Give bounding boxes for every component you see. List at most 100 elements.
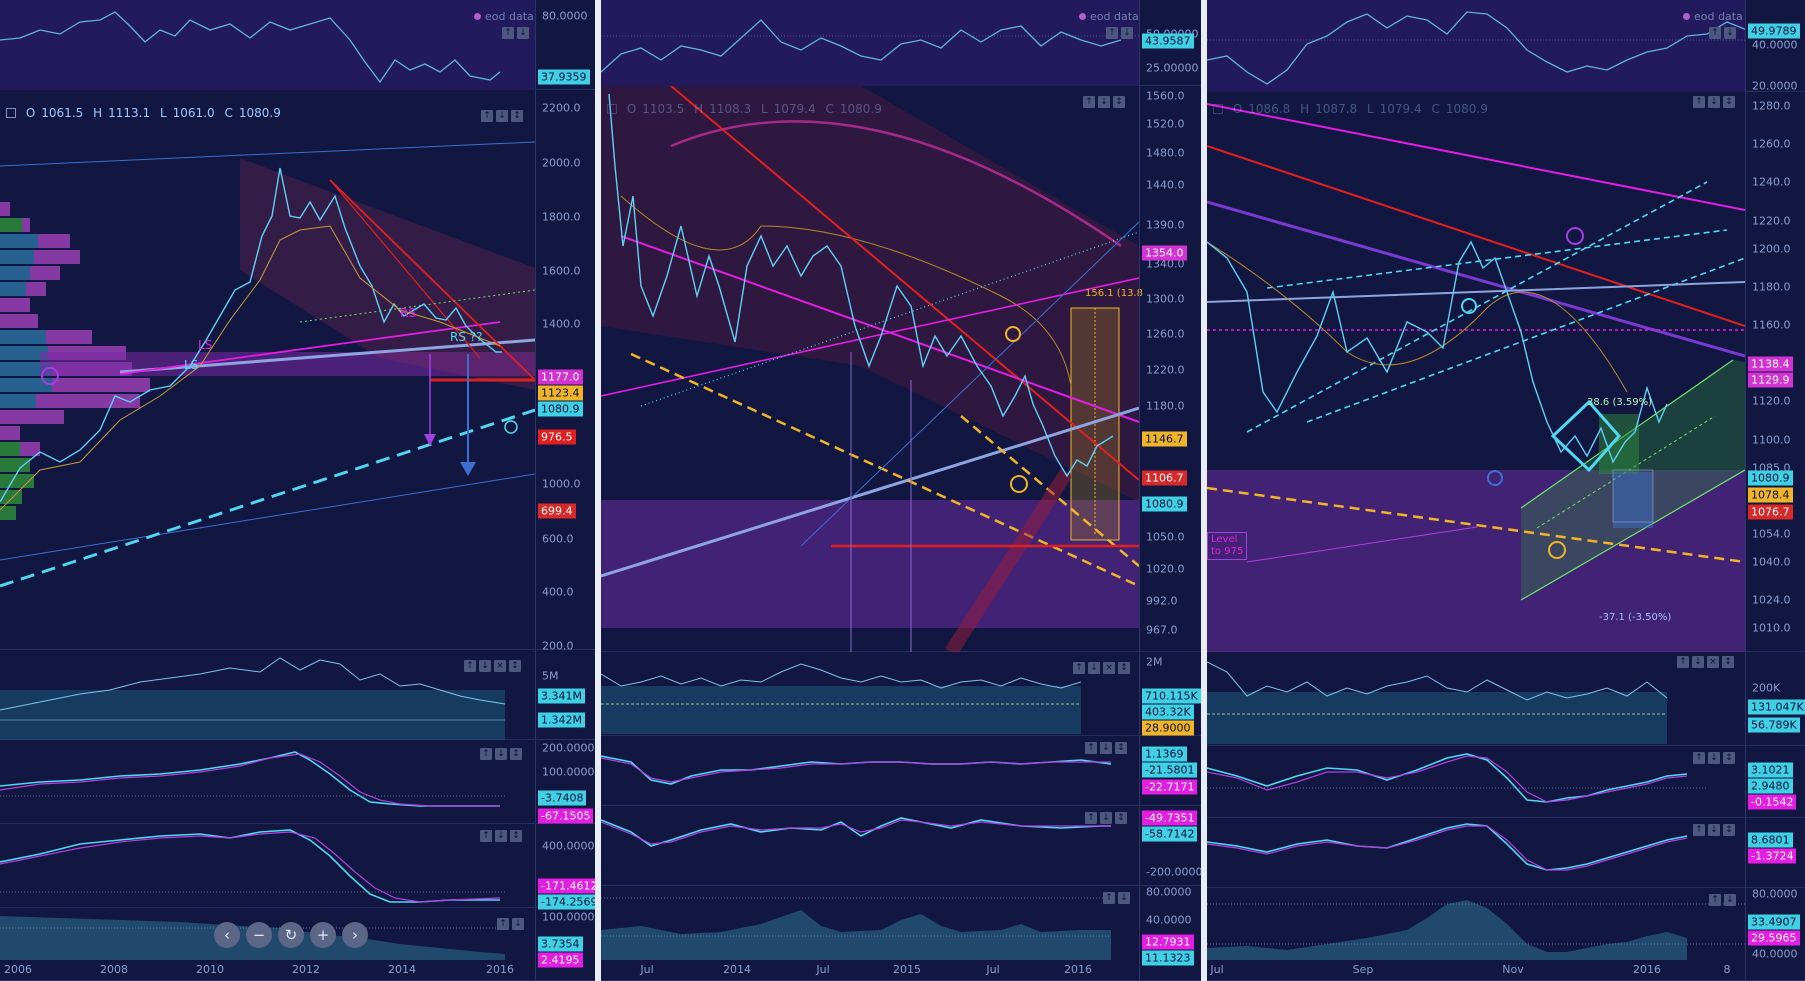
- pane-controls[interactable]: ↑ ↓: [502, 27, 529, 39]
- collapse-icon[interactable]: [1213, 104, 1223, 114]
- move-up-icon[interactable]: ↑: [464, 660, 476, 672]
- maximize-icon[interactable]: ↕: [1115, 812, 1127, 824]
- maximize-icon[interactable]: ↕: [1722, 656, 1734, 668]
- move-up-icon[interactable]: ↑: [1085, 812, 1097, 824]
- close-icon[interactable]: ×: [494, 660, 506, 672]
- zoom-out-icon[interactable]: −: [246, 922, 272, 948]
- price-pane[interactable]: O 1086.8 H 1087.8 L 1079.4 C 1080.9 38.6 (3.…: [1207, 92, 1805, 652]
- pane-controls[interactable]: ↑ ↓ ↕: [1085, 742, 1127, 754]
- move-down-icon[interactable]: ↓: [1100, 742, 1112, 754]
- panel-divider[interactable]: [1201, 0, 1207, 981]
- chart-panel-left[interactable]: eod data ↑ ↓ 80.0000 37.9359: [0, 0, 595, 981]
- maximize-icon[interactable]: ↕: [511, 110, 523, 122]
- pane-controls[interactable]: ↑ ↓ × ↕: [464, 660, 521, 672]
- maximize-icon[interactable]: ↕: [1723, 752, 1735, 764]
- move-down-icon[interactable]: ↓: [512, 918, 524, 930]
- maximize-icon[interactable]: ↕: [510, 830, 522, 842]
- rsi-pane[interactable]: eod data ↑ ↓ 80.0000 37.9359: [0, 0, 595, 90]
- pane-controls[interactable]: ↑ ↓ ↕: [1693, 96, 1735, 108]
- pane-controls[interactable]: ↑ ↓: [1709, 894, 1736, 906]
- move-down-icon[interactable]: ↓: [495, 748, 507, 760]
- scroll-left-icon[interactable]: ‹: [214, 922, 240, 948]
- move-up-icon[interactable]: ↑: [1709, 27, 1721, 39]
- move-up-icon[interactable]: ↑: [1693, 96, 1705, 108]
- move-down-icon[interactable]: ↓: [1121, 27, 1133, 39]
- stoch-pane[interactable]: ↑ ↓ 80.0000 40.0000 12.7931 11.1323 Jul …: [601, 886, 1201, 981]
- rsi-pane[interactable]: eod data ↑ ↓ 50.00000 25.00000 43.9587: [601, 0, 1201, 86]
- move-up-icon[interactable]: ↑: [1103, 892, 1115, 904]
- maximize-icon[interactable]: ↕: [509, 660, 521, 672]
- panel-divider[interactable]: [595, 0, 601, 981]
- pane-controls[interactable]: ↑ ↓: [497, 918, 524, 930]
- move-down-icon[interactable]: ↓: [1118, 892, 1130, 904]
- close-icon[interactable]: ×: [1707, 656, 1719, 668]
- zoom-toolbar[interactable]: ‹ − ↻ + ›: [214, 922, 368, 948]
- close-icon[interactable]: ×: [1103, 662, 1115, 674]
- move-down-icon[interactable]: ↓: [1100, 812, 1112, 824]
- price-pane[interactable]: O 1061.5 H 1113.1 L 1061.0 C 1080.9 LS LS RS…: [0, 90, 595, 653]
- pane-controls[interactable]: ↑ ↓ ↕: [480, 830, 522, 842]
- scroll-right-icon[interactable]: ›: [342, 922, 368, 948]
- move-down-icon[interactable]: ↓: [495, 830, 507, 842]
- volume-pane[interactable]: ↑ ↓ × ↕ 200K 131.047K 56.789K: [1207, 652, 1805, 746]
- move-up-icon[interactable]: ↑: [497, 918, 509, 930]
- pane-controls[interactable]: ↑ ↓ ↕: [1085, 812, 1127, 824]
- move-down-icon[interactable]: ↓: [1088, 662, 1100, 674]
- macd-pane[interactable]: ↑ ↓ ↕ 1.1369 -21.5801 -22.7171: [601, 736, 1201, 806]
- move-up-icon[interactable]: ↑: [1073, 662, 1085, 674]
- maximize-icon[interactable]: ↕: [1113, 96, 1125, 108]
- move-up-icon[interactable]: ↑: [502, 27, 514, 39]
- move-up-icon[interactable]: ↑: [1085, 742, 1097, 754]
- macd-pane[interactable]: ↑ ↓ ↕ 200.0000 100.0000 -3.7408 -67.1505: [0, 740, 595, 824]
- pane-controls[interactable]: ↑ ↓ ↕: [480, 748, 522, 760]
- move-down-icon[interactable]: ↓: [1692, 656, 1704, 668]
- zoom-in-icon[interactable]: +: [310, 922, 336, 948]
- oscillator-pane[interactable]: ↑ ↓ ↕ -49.7351 -58.7142 -200.0000: [601, 806, 1201, 886]
- pane-controls[interactable]: ↑ ↓ ↕: [1693, 824, 1735, 836]
- move-up-icon[interactable]: ↑: [1083, 96, 1095, 108]
- pane-controls[interactable]: ↑ ↓ ↕: [481, 110, 523, 122]
- move-up-icon[interactable]: ↑: [480, 830, 492, 842]
- move-down-icon[interactable]: ↓: [1708, 752, 1720, 764]
- move-down-icon[interactable]: ↓: [1098, 96, 1110, 108]
- oscillator-pane[interactable]: ↑ ↓ ↕ 400.0000 -171.4612 -174.2569: [0, 824, 595, 910]
- move-down-icon[interactable]: ↓: [479, 660, 491, 672]
- maximize-icon[interactable]: ↕: [1118, 662, 1130, 674]
- pane-controls[interactable]: ↑ ↓ ↕: [1083, 96, 1125, 108]
- move-down-icon[interactable]: ↓: [517, 27, 529, 39]
- move-down-icon[interactable]: ↓: [1724, 894, 1736, 906]
- move-down-icon[interactable]: ↓: [1708, 824, 1720, 836]
- macd-pane[interactable]: ↑ ↓ ↕ 3.1021 2.9480 -0.1542: [1207, 746, 1805, 818]
- chart-panel-middle[interactable]: eod data ↑ ↓ 50.00000 25.00000 43.9587: [601, 0, 1201, 981]
- move-up-icon[interactable]: ↑: [480, 748, 492, 760]
- pane-controls[interactable]: ↑ ↓ ↕: [1693, 752, 1735, 764]
- move-up-icon[interactable]: ↑: [1677, 656, 1689, 668]
- move-up-icon[interactable]: ↑: [1693, 824, 1705, 836]
- price-pane[interactable]: O 1103.5 H 1108.3 L 1079.4 C 1080.9 156.1 (1…: [601, 86, 1201, 652]
- collapse-icon[interactable]: [607, 104, 617, 114]
- rsi-pane[interactable]: eod data ↑ ↓ 49.9789 40.0000 20.0000: [1207, 0, 1805, 93]
- pane-controls[interactable]: ↑ ↓: [1103, 892, 1130, 904]
- stoch-pane[interactable]: ↑ ↓ 80.0000 33.4907 29.5965 40.0000 Jul …: [1207, 888, 1805, 981]
- move-down-icon[interactable]: ↓: [496, 110, 508, 122]
- pane-controls[interactable]: ↑ ↓: [1709, 27, 1736, 39]
- maximize-icon[interactable]: ↕: [1723, 824, 1735, 836]
- maximize-icon[interactable]: ↕: [1723, 96, 1735, 108]
- stoch-pane[interactable]: ‹ − ↻ + › ↑ ↓ 100.0000 3.7354 2.4195 200…: [0, 908, 595, 981]
- volume-pane[interactable]: ↑ ↓ × ↕ 2M 710.115K 403.32K 28.9000: [601, 652, 1201, 736]
- collapse-icon[interactable]: [6, 108, 16, 118]
- chart-panel-right[interactable]: eod data ↑ ↓ 49.9789 40.0000 20.0000: [1207, 0, 1805, 981]
- maximize-icon[interactable]: ↕: [510, 748, 522, 760]
- move-up-icon[interactable]: ↑: [481, 110, 493, 122]
- oscillator-pane[interactable]: ↑ ↓ ↕ 8.6801 -1.3724: [1207, 818, 1805, 888]
- move-up-icon[interactable]: ↑: [1106, 27, 1118, 39]
- pane-controls[interactable]: ↑ ↓ × ↕: [1073, 662, 1130, 674]
- reset-icon[interactable]: ↻: [278, 922, 304, 948]
- move-up-icon[interactable]: ↑: [1709, 894, 1721, 906]
- maximize-icon[interactable]: ↕: [1115, 742, 1127, 754]
- pane-controls[interactable]: ↑ ↓: [1106, 27, 1133, 39]
- pane-controls[interactable]: ↑ ↓ × ↕: [1677, 656, 1734, 668]
- move-down-icon[interactable]: ↓: [1708, 96, 1720, 108]
- move-up-icon[interactable]: ↑: [1693, 752, 1705, 764]
- move-down-icon[interactable]: ↓: [1724, 27, 1736, 39]
